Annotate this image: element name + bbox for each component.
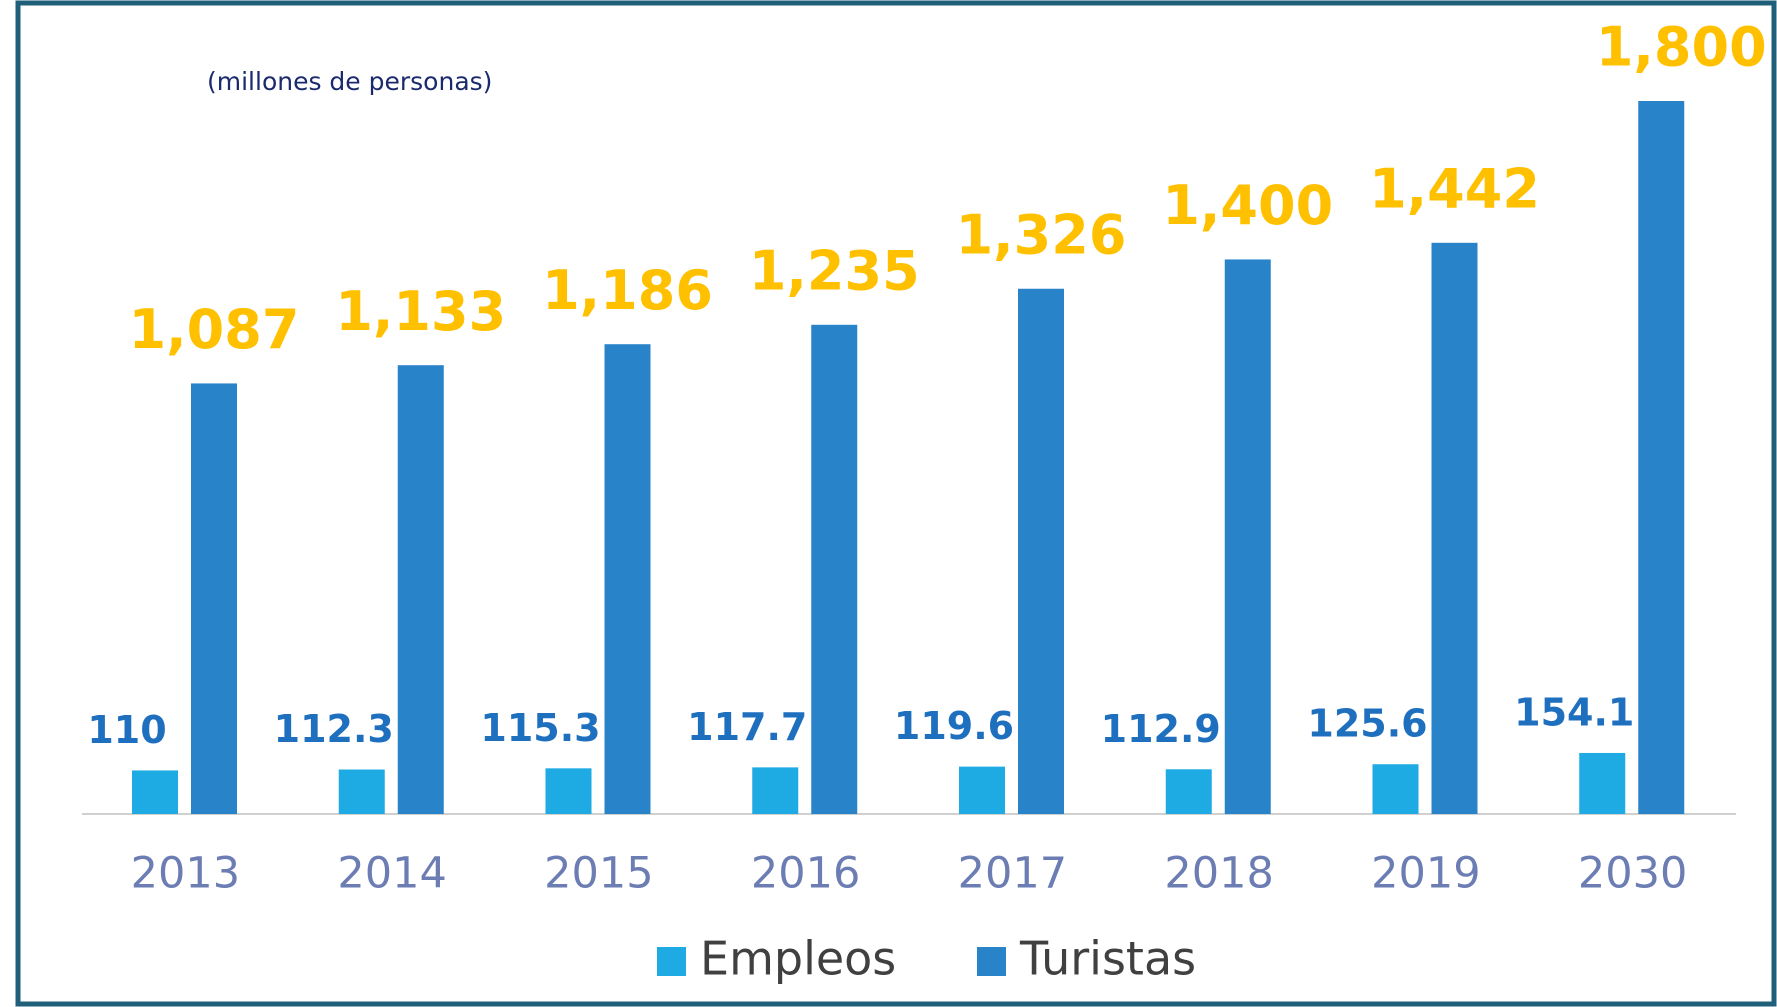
x-tick-label: 2015 [544, 849, 653, 899]
bar [1018, 288, 1064, 814]
bar [811, 324, 858, 814]
bar [1579, 752, 1626, 814]
data-label: 1,400 [1162, 174, 1333, 237]
bar [545, 768, 592, 814]
x-tick-label: 2017 [958, 849, 1067, 899]
legend-swatch [657, 947, 686, 976]
data-label: 1,087 [129, 298, 300, 361]
x-tick-label: 2030 [1578, 849, 1687, 899]
legend-label: Turistas [1019, 932, 1196, 986]
data-label: 119.6 [894, 704, 1014, 748]
data-label: 125.6 [1307, 702, 1427, 746]
data-label: 1,235 [749, 239, 920, 302]
data-label: 115.3 [480, 706, 600, 750]
bar [191, 383, 237, 814]
data-label: 110 [87, 708, 166, 752]
bar [752, 767, 799, 814]
x-tick-label: 2016 [751, 849, 860, 899]
frame [15, 0, 1777, 1007]
data-label: 112.3 [274, 707, 394, 751]
data-label: 1,800 [1596, 16, 1767, 79]
bar [1431, 242, 1478, 814]
data-label: 1,186 [542, 259, 713, 322]
bar [604, 344, 651, 814]
data-label: 1,442 [1369, 157, 1540, 220]
bar [1638, 101, 1685, 814]
x-tick-label: 2018 [1164, 849, 1273, 899]
legend-swatch [977, 947, 1006, 976]
data-label: 1,133 [335, 280, 506, 343]
data-label: 117.7 [687, 705, 807, 749]
bar [132, 770, 178, 814]
bar [1372, 764, 1419, 814]
bar [1165, 769, 1212, 814]
bar [338, 769, 385, 814]
x-tick-label: 2014 [337, 849, 446, 899]
data-label: 1,326 [956, 203, 1127, 266]
data-label: 154.1 [1514, 690, 1634, 734]
x-tick-label: 2013 [131, 849, 240, 899]
chart-subtitle: (millones de personas) [207, 67, 492, 96]
x-tick-label: 2019 [1371, 849, 1480, 899]
bar [959, 766, 1005, 814]
bar [397, 365, 444, 814]
bar [1224, 259, 1271, 814]
legend-label: Empleos [700, 932, 896, 986]
data-label: 112.9 [1101, 707, 1221, 751]
